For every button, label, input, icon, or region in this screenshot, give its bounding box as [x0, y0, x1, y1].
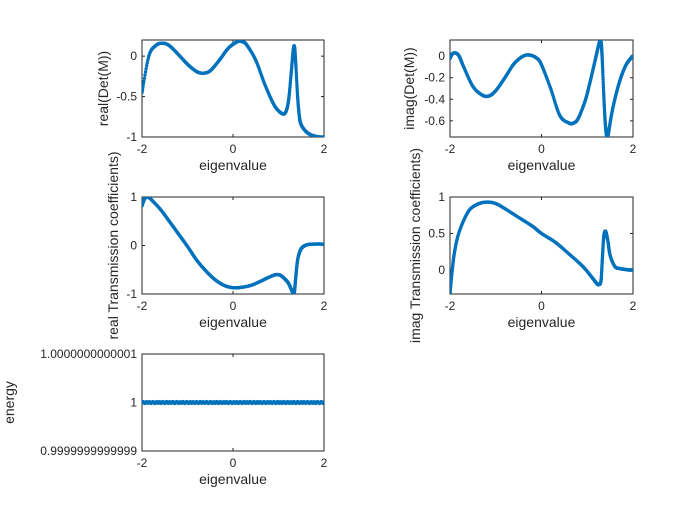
x-tick-label: 0	[538, 299, 545, 313]
data-point	[143, 70, 148, 74]
y-tick-label: 0.5	[428, 226, 445, 240]
y-tick-label: 0	[438, 49, 445, 63]
x-tick-label: 2	[630, 299, 637, 313]
y-axis-label: imag(Det(M))	[401, 47, 417, 129]
y-tick-label: 0	[130, 239, 137, 253]
data-point	[322, 400, 324, 404]
y-axis-label: real Transmission coefficients)	[105, 151, 121, 339]
x-axis-label: eigenvalue	[199, 157, 267, 173]
data-point	[142, 84, 145, 89]
y-tick-label: -1	[126, 287, 137, 301]
y-tick-label: 1.0000000000001	[40, 347, 137, 361]
subplot-real-transmission: -2 0 2 1 0 -1 eigenvalue real Transmission coef…	[105, 151, 328, 339]
x-tick-label: 0	[230, 142, 237, 156]
data-point	[144, 67, 148, 71]
x-axis-label: eigenvalue	[199, 471, 267, 487]
data-point	[142, 76, 147, 80]
axes-frame	[141, 196, 325, 295]
x-tick-label: -2	[445, 299, 456, 313]
data-point	[294, 76, 299, 80]
subplot-imag-det: -2 0 2 0 -0.2 -0.4 -0.6 eigenvalue imag(Det(M))	[401, 39, 637, 173]
x-tick-label: 0	[538, 142, 545, 156]
x-tick-label: -2	[137, 299, 148, 313]
data-point	[601, 72, 605, 77]
y-axis-label: energy	[1, 381, 17, 424]
data-point	[144, 64, 149, 68]
x-axis-label: eigenvalue	[508, 157, 576, 173]
y-tick-label: 1	[130, 190, 137, 204]
x-tick-label: -2	[137, 142, 148, 156]
data-point	[601, 77, 605, 82]
y-axis-label: real(Det(M))	[95, 51, 111, 126]
y-tick-label: 1	[130, 396, 137, 410]
data-point	[631, 268, 633, 272]
x-tick-label: 0	[230, 299, 237, 313]
data-point	[294, 73, 299, 77]
subplot-energy: -2 0 2 1.0000000000001 1 0.9999999999999 eigen…	[1, 347, 328, 487]
data-point	[295, 81, 299, 85]
x-tick-label: 2	[321, 456, 328, 470]
x-axis-label: eigenvalue	[508, 314, 576, 330]
subplot-real-det: -2 0 2 0 -0.5 -1 eigenvalue real(Det(M))	[95, 39, 328, 173]
data-point	[143, 73, 147, 77]
x-tick-label: 2	[630, 142, 637, 156]
x-tick-label: 0	[230, 456, 237, 470]
data-point	[601, 85, 606, 89]
y-tick-label: 0.9999999999999	[40, 444, 137, 458]
data-point	[294, 78, 299, 82]
y-tick-label: -0.6	[424, 114, 445, 128]
data-point	[145, 61, 149, 65]
y-tick-label: -1	[126, 130, 137, 144]
x-tick-label: -2	[445, 142, 456, 156]
x-tick-label: -2	[137, 456, 148, 470]
x-tick-label: 2	[321, 299, 328, 313]
axes-frame	[449, 196, 634, 295]
data-point	[601, 82, 606, 87]
data-series	[450, 200, 633, 294]
data-point	[601, 80, 605, 84]
data-point	[142, 82, 146, 86]
data-point	[322, 135, 324, 137]
data-series	[142, 399, 324, 406]
data-point	[601, 75, 605, 79]
data-point	[295, 83, 299, 88]
data-series	[142, 197, 324, 294]
data-point	[631, 54, 633, 58]
y-tick-label: 0	[130, 49, 137, 63]
y-axis-label: imag Transmission coefficients)	[407, 148, 423, 343]
data-point	[142, 79, 146, 83]
data-point	[294, 71, 298, 75]
data-series	[142, 40, 324, 137]
x-axis-label: eigenvalue	[199, 314, 267, 330]
y-tick-label: -0.2	[424, 71, 445, 85]
data-series	[450, 40, 633, 137]
y-tick-label: 0	[438, 263, 445, 277]
data-point	[322, 242, 324, 246]
y-tick-label: -0.4	[424, 92, 445, 106]
x-tick-label: 2	[321, 142, 328, 156]
y-tick-label: -0.5	[116, 90, 137, 104]
data-point	[601, 70, 605, 74]
y-tick-label: 1	[438, 190, 445, 204]
